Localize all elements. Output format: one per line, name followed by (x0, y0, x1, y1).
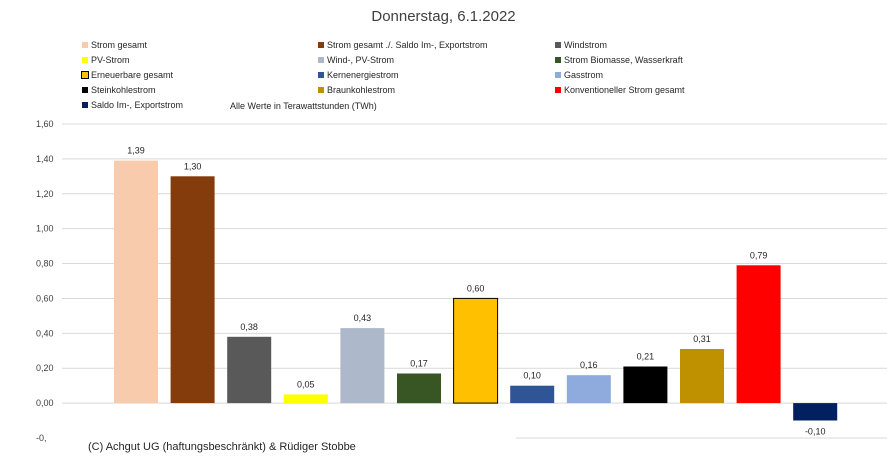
bar-value-label: 0,31 (693, 334, 711, 344)
chart-title: Donnerstag, 6.1.2022 (371, 8, 516, 25)
legend-label: Strom Biomasse, Wasserkraft (564, 55, 683, 65)
data-labels: 1,39 1,30 0,38 0,05 0,43 0,17 0,60 0,10 0,16 0,21… (127, 146, 825, 437)
legend-item: Kernenergiestrom (318, 70, 399, 80)
bar (510, 385, 555, 404)
legend-item: Strom gesamt (82, 40, 147, 50)
legend-item: Windstrom (555, 40, 607, 50)
legend-label: PV-Strom (91, 55, 130, 65)
y-tick-label: -0, (36, 433, 47, 443)
legend-item: Strom Biomasse, Wasserkraft (555, 55, 683, 65)
bar (397, 373, 441, 404)
legend-swatch (82, 42, 88, 48)
legend-label: Konventioneller Strom gesamt (564, 85, 685, 95)
legend-swatch (318, 42, 324, 48)
legend-swatch (318, 87, 324, 93)
legend-item: Strom gesamt ./. Saldo Im-, Exportstrom (318, 40, 488, 50)
legend-item: Konventioneller Strom gesamt (555, 85, 685, 95)
legend-swatch (318, 57, 324, 63)
y-tick-label: 0,80 (36, 259, 54, 269)
bar-value-label: 0,10 (523, 371, 541, 381)
legend-swatch (82, 87, 88, 93)
bar (680, 349, 724, 404)
bar (793, 403, 838, 421)
legend-swatch (555, 72, 561, 78)
bar-value-label: 0,17 (410, 359, 428, 369)
y-tick-label: 0,20 (36, 363, 54, 373)
bar-value-label: 0,43 (354, 313, 372, 323)
legend-swatch (555, 87, 561, 93)
bar (566, 375, 611, 404)
legend-item: Braunkohlestrom (318, 85, 395, 95)
y-tick-label: 0,00 (36, 398, 54, 408)
legend-label: Kernenergiestrom (327, 70, 399, 80)
bar-value-label: 0,16 (580, 360, 598, 370)
bar (227, 336, 272, 404)
bar (623, 366, 668, 404)
legend-item: Gasstrom (555, 70, 603, 80)
legend-label: Wind-, PV-Strom (327, 55, 395, 65)
legend-item: PV-Strom (82, 55, 130, 65)
legend-label: Strom gesamt ./. Saldo Im-, Exportstrom (327, 40, 488, 50)
bars (114, 160, 838, 421)
legend-item: Steinkohlestrom (82, 85, 156, 95)
y-tick-label: 0,40 (36, 328, 54, 338)
bar (453, 297, 499, 404)
copyright-note: (C) Achgut UG (haftungsbeschränkt) & Rüd… (88, 441, 356, 453)
bar-value-label: 0,79 (750, 250, 768, 260)
legend-swatch (318, 72, 324, 78)
bar-value-label: 0,21 (637, 352, 655, 362)
y-tick-label: 1,60 (36, 119, 54, 129)
bar-value-label: 0,05 (297, 379, 315, 389)
legend-item: Saldo Im-, Exportstrom (82, 100, 183, 110)
y-tick-label: 1,20 (36, 189, 54, 199)
legend-item: Erneuerbare gesamt (81, 70, 174, 80)
y-tick-label: 1,00 (36, 224, 54, 234)
legend-label: Saldo Im-, Exportstrom (91, 100, 184, 110)
legend-item: Wind-, PV-Strom (318, 55, 394, 65)
legend-label: Windstrom (564, 40, 608, 50)
bar-value-label: -0,10 (805, 427, 826, 437)
bar-value-label: 0,60 (467, 283, 485, 293)
bar-value-label: 1,30 (184, 161, 202, 171)
legend-label: Braunkohlestrom (327, 85, 396, 95)
bar-value-label: 1,39 (127, 146, 145, 156)
legend-swatch (555, 57, 561, 63)
y-axis-ticks: 1,60 1,40 1,20 1,00 0,80 0,60 0,40 0,20 0,00 -0, (36, 119, 54, 443)
bar (114, 160, 158, 404)
legend-swatch (82, 57, 88, 63)
legend-swatch (81, 71, 89, 79)
bar (736, 265, 781, 404)
unit-note: Alle Werte in Terawattstunden (TWh) (230, 101, 377, 111)
legend-label: Steinkohlestrom (91, 85, 156, 95)
legend-label: Strom gesamt (91, 40, 148, 50)
bar (283, 394, 328, 404)
bar-value-label: 0,38 (240, 322, 258, 332)
bar (340, 328, 385, 404)
legend-label: Erneuerbare gesamt (91, 70, 174, 80)
y-tick-label: 1,40 (36, 154, 54, 164)
y-tick-label: 0,60 (36, 293, 54, 303)
legend-label: Gasstrom (564, 70, 604, 80)
legend-swatch (82, 102, 88, 108)
bar (170, 176, 215, 404)
legend-swatch (555, 42, 561, 48)
